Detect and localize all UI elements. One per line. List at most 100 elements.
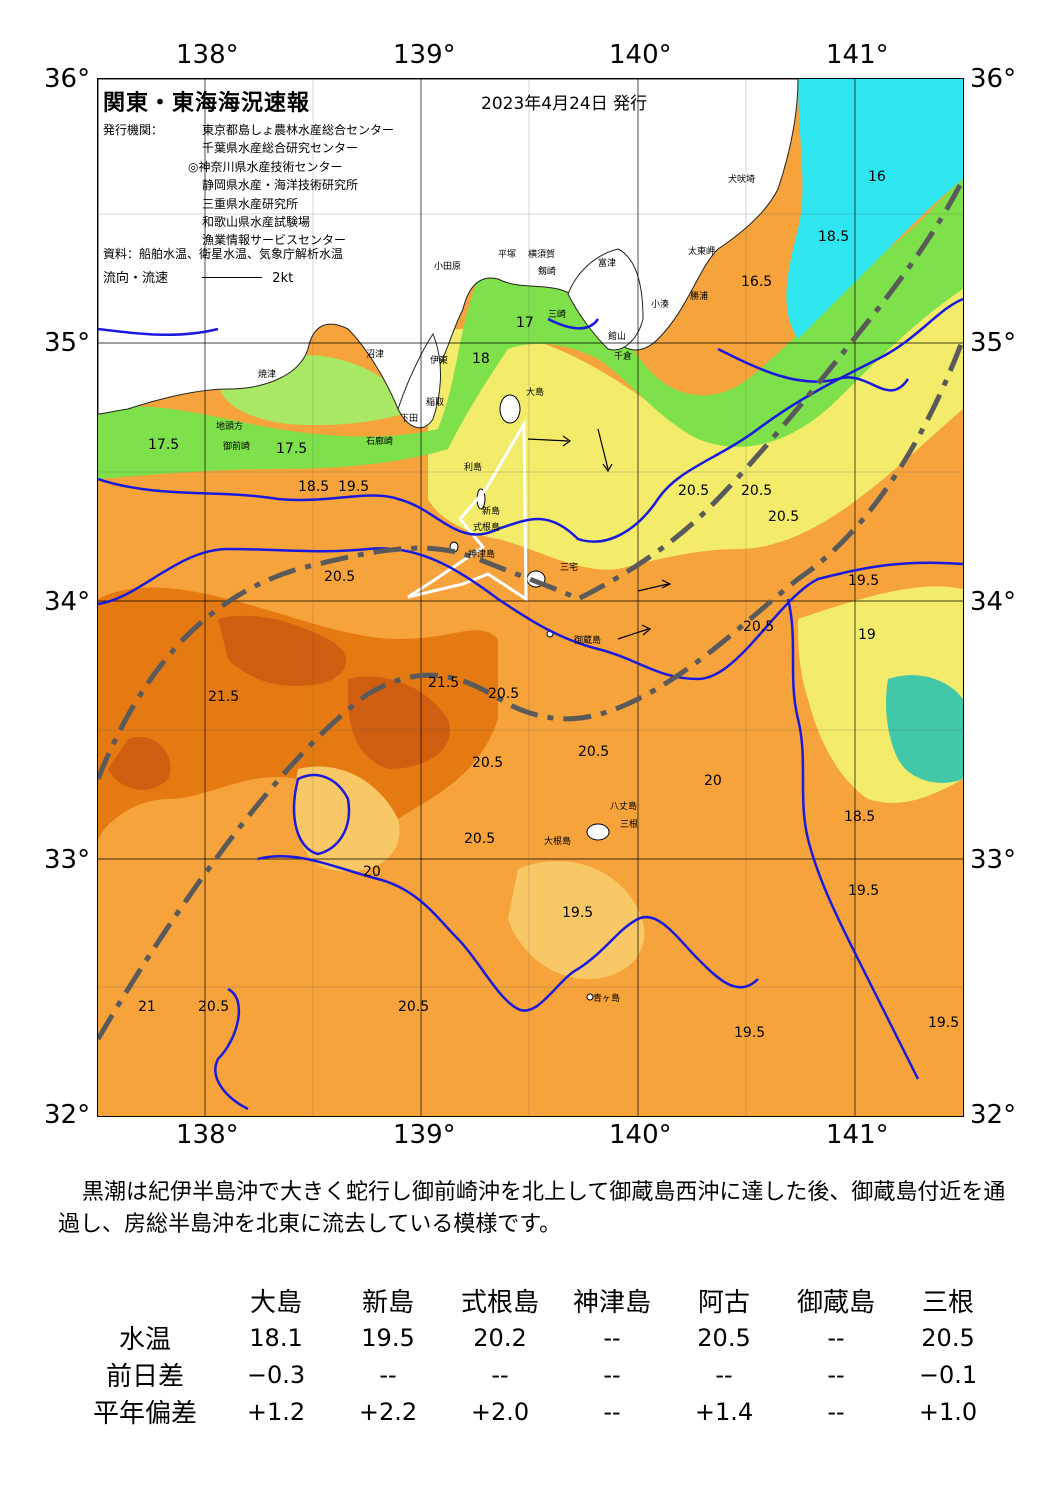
graticule	[98, 79, 963, 1116]
place-name: 千倉	[614, 352, 633, 362]
isotherm-label: 17	[516, 315, 534, 331]
issuer-item: 漁業情報サービスセンター	[202, 233, 347, 248]
table-cell: --	[603, 1323, 621, 1352]
place-name: 稲取	[426, 398, 445, 408]
lon-label-top-141: 141°	[826, 40, 889, 70]
cold-water-zone	[786, 79, 963, 339]
column-header: 新島	[361, 1288, 414, 1318]
isotherm-label: 20.5	[488, 686, 520, 702]
place-name: 大根島	[544, 837, 572, 847]
place-name: 剱崎	[538, 267, 557, 277]
lat-label-left-35: 35°	[44, 328, 91, 358]
lon-label-top-139: 139°	[393, 40, 456, 70]
mild-water-zone	[428, 289, 963, 570]
isotherm-label: 20.5	[398, 999, 430, 1015]
isotherm-label: 19	[858, 627, 876, 643]
table-cell: --	[715, 1360, 733, 1389]
place-name: 小田原	[434, 262, 462, 272]
issue-date: 2023年4月24日 発行	[481, 94, 648, 114]
place-name: 神津島	[468, 550, 496, 560]
place-name: 沼津	[366, 350, 385, 360]
isotherm-label: 21	[138, 999, 156, 1015]
place-name: 伊東	[430, 356, 449, 366]
table-cell: +1.0	[918, 1397, 978, 1426]
table-cell: 20.5	[921, 1323, 975, 1352]
place-name: 小湊	[651, 300, 670, 310]
sea-temperature-map: 関東・東海海況速報 2023年4月24日 発行 発行機関： 東京都島しょ農林水産…	[97, 78, 964, 1117]
lon-label-bottom-139: 139°	[393, 1120, 456, 1150]
kuroshio-summary-text: 黒潮は紀伊半島沖で大きく蛇行し御前崎沖を北上して御蔵島西沖に達した後、御蔵島付近…	[58, 1180, 1006, 1237]
row-label: 水温	[118, 1325, 171, 1355]
hot-water-zone	[98, 587, 498, 839]
isotherms	[98, 297, 963, 1111]
flow-legend-arrow	[202, 277, 263, 278]
isotherm-label: 19.5	[848, 883, 880, 899]
isotherm-label: 20.5	[578, 744, 610, 760]
izu-oshima-island	[499, 394, 521, 424]
place-name: 利島	[464, 463, 483, 473]
lat-label-right-33: 33°	[970, 845, 1017, 875]
row-label: 前日差	[105, 1362, 184, 1392]
issuer-item: 東京都島しょ農林水産総合センター	[202, 123, 395, 137]
table-cell: 19.5	[361, 1323, 415, 1352]
lat-label-right-36: 36°	[970, 64, 1017, 94]
data-source: 資料：船舶水温、衛星水温、気象庁解析水温	[103, 247, 344, 261]
lon-label-top-140: 140°	[609, 40, 672, 70]
table-cell: --	[827, 1323, 845, 1352]
isotherm-label: 20.5	[472, 755, 504, 771]
isotherm-label: 18	[472, 351, 490, 367]
table-cell: +1.4	[694, 1397, 754, 1426]
isotherm-label: 18.5	[298, 479, 330, 495]
isotherm-label: 18.5	[844, 809, 876, 825]
lat-label-left-36: 36°	[44, 64, 91, 94]
place-name: 犬吠埼	[728, 175, 756, 185]
isotherm-label: 20.5	[743, 619, 775, 635]
table-row: 前日差 −0.3 -- -- -- -- -- −0.1	[70, 1356, 1004, 1393]
table-cell: +2.2	[358, 1397, 418, 1426]
column-header: 阿古	[697, 1288, 750, 1318]
lat-label-left-32: 32°	[44, 1100, 91, 1130]
table-header-row: 大島 新島 式根島 神津島 阿古 御蔵島 三根	[70, 1282, 1004, 1319]
table-cell: --	[603, 1360, 621, 1389]
issuer-item: ◎神奈川県水産技術センター	[188, 159, 343, 174]
lat-label-left-33: 33°	[44, 845, 91, 875]
place-name: 御前崎	[223, 442, 251, 452]
cool-water-zone	[98, 179, 963, 479]
issuer-item: 千葉県水産総合研究センター	[202, 141, 359, 156]
place-name: 新島	[482, 507, 501, 517]
issuer-item: 静岡県水産・海洋技術研究所	[202, 178, 359, 193]
isotherm-label: 18.5	[818, 229, 850, 245]
isotherm-label: 19.5	[562, 905, 594, 921]
table-cell: --	[491, 1360, 509, 1389]
isotherm-label: 20.5	[768, 509, 800, 525]
isotherm-label: 20	[704, 773, 722, 789]
hottest-water-zone	[108, 615, 450, 790]
place-name: 平塚	[498, 250, 517, 260]
place-name: 三宅	[560, 563, 579, 573]
isotherm-label: 20	[363, 864, 381, 880]
issuer-item: 和歌山県水産試験場	[202, 215, 311, 230]
table-cell: +2.0	[470, 1397, 530, 1426]
isotherm-label: 20.5	[324, 569, 356, 585]
isotherm-label: 19.5	[848, 573, 880, 589]
table-cell: --	[603, 1397, 621, 1426]
table-cell: −0.1	[918, 1360, 978, 1389]
place-name: 横須賀	[528, 250, 556, 260]
isotherm-label: 16.5	[741, 274, 773, 290]
column-header: 三根	[921, 1288, 974, 1318]
isotherm-label: 19.5	[734, 1025, 766, 1041]
table-cell: 20.2	[473, 1323, 527, 1352]
isotherm-label: 17.5	[276, 441, 308, 457]
isotherm-label: 20.5	[198, 999, 230, 1015]
column-header: 式根島	[460, 1288, 539, 1318]
aogashima-island	[586, 993, 594, 1001]
isotherm-label: 16	[868, 169, 886, 185]
place-name: 焼津	[258, 370, 277, 380]
place-name: 青ヶ島	[593, 994, 621, 1004]
place-name: 勝浦	[690, 292, 709, 302]
lat-label-right-32: 32°	[970, 1100, 1017, 1130]
lat-label-left-34: 34°	[44, 587, 91, 617]
table-cell: 18.1	[249, 1323, 303, 1352]
graticule-minor	[98, 79, 963, 1116]
isotherm-label: 19.5	[928, 1015, 960, 1031]
